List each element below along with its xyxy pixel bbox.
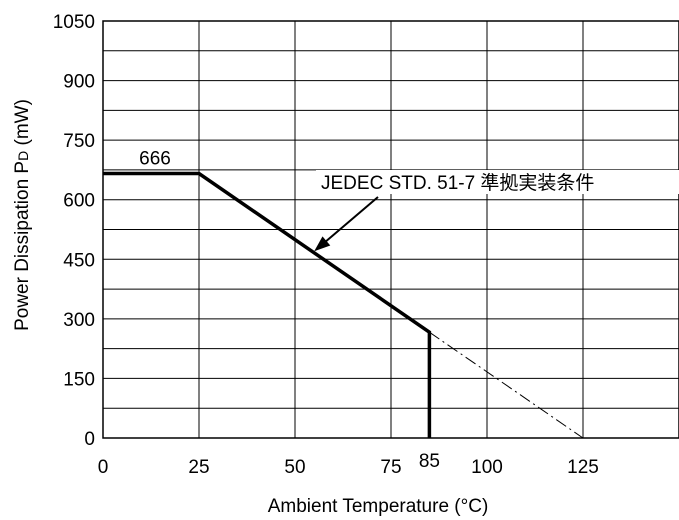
y-tick-label-150: 150 — [63, 369, 95, 390]
y-axis-title-unit: (mW) — [12, 99, 33, 151]
annotation-value-666: 666 — [139, 149, 171, 170]
x-tick-label-25: 25 — [188, 457, 209, 478]
y-axis-title-main: Power Dissipation P — [12, 161, 33, 331]
annotation-arrow-head — [314, 236, 331, 252]
y-axis-title-subscript: D — [15, 151, 31, 161]
y-tick-label-1050: 1050 — [53, 12, 95, 33]
x-axis-title: Ambient Temperature (°C) — [268, 496, 489, 517]
annotation-label-background — [316, 170, 679, 194]
y-tick-label-600: 600 — [63, 191, 95, 212]
annotation-value-85: 85 — [419, 451, 440, 472]
annotation-arrow-shaft — [320, 196, 379, 247]
y-axis-title: Power Dissipation PD (mW) — [12, 99, 33, 331]
y-tick-label-0: 0 — [84, 429, 95, 450]
plot-frame — [102, 20, 679, 439]
x-tick-label-100: 100 — [471, 457, 503, 478]
series-line-extrapolation — [429, 331, 584, 439]
annotation-condition-label: JEDEC STD. 51-7 準拠実装条件 — [321, 172, 594, 194]
y-tick-label-900: 900 — [63, 72, 95, 93]
tick-labels: 0 150 300 450 600 750 900 1050 0 25 50 75 100 125 — [53, 12, 599, 478]
grid — [102, 20, 679, 439]
series-layer — [103, 171, 584, 439]
x-tick-label-50: 50 — [284, 457, 305, 478]
y-tick-label-750: 750 — [63, 131, 95, 152]
series-line-derating-curve — [103, 171, 432, 438]
y-tick-label-450: 450 — [63, 250, 95, 271]
annotations: 666 85 JEDEC STD. 51-7 準拠実装条件 — [139, 149, 679, 472]
y-tick-label-300: 300 — [63, 310, 95, 331]
x-tick-label-125: 125 — [567, 457, 599, 478]
x-tick-label-75: 75 — [380, 457, 401, 478]
x-tick-label-0: 0 — [98, 457, 109, 478]
